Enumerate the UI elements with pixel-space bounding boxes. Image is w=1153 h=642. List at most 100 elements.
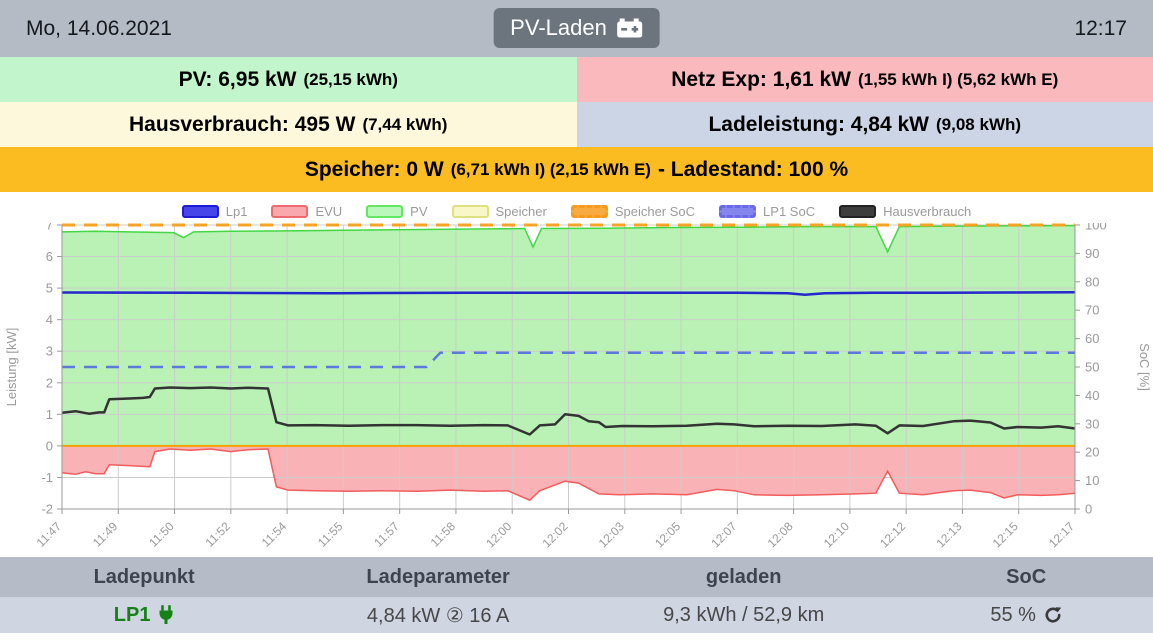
charge-energy: (9,08 kWh) [936,114,1022,134]
chargepoint-table: Ladepunkt Ladeparameter geladen SoC LP1 … [0,557,1153,633]
legend-swatch [570,204,608,218]
charged-cell: 9,3 kWh / 52,9 km [663,603,825,626]
legend-swatch [271,204,309,218]
legend-item-hausverbrauch[interactable]: Hausverbrauch [839,204,971,219]
series-line-lp1-soc [62,351,1075,369]
chart-legend: Lp1 EVU PV Speicher Speicher SoC LP1 SoC Hausv… [0,199,1153,223]
grid-status: Netz Exp: 1,61 kW (1,55 kWh I) (5,62 kWh… [576,57,1153,102]
chargepoint-cell: LP1 [0,597,288,633]
legend-item-lp1-soc[interactable]: LP1 SoC [719,204,815,219]
date-label: Mo, 14.06.2021 [26,16,172,40]
legend-label: Lp1 [225,203,248,219]
legend-label: PV [410,203,428,219]
ytick-left-label: 0 [46,438,53,453]
ytick-left-label: 2 [46,375,53,390]
top-bar: Mo, 14.06.2021 PV-Laden 12:17 [0,0,1153,57]
header-ladepunkt: Ladepunkt [93,565,195,588]
ytick-right-label: 100 [1085,223,1107,233]
ytick-left-label: 7 [46,223,53,233]
series-edge-pv [61,224,1076,254]
series-line-lp1 [61,290,1076,296]
xtick-label: 12:08 [765,519,796,550]
charge-mode-label: PV-Laden [510,15,607,40]
soc-value: 55 % [990,603,1036,626]
ytick-left-label: 1 [46,407,53,422]
xtick-label: 12:07 [708,519,739,550]
ytick-left-label: -2 [41,502,53,517]
ytick-right-label: 60 [1085,331,1099,346]
ytick-right-label: 40 [1085,388,1099,403]
legend-swatch [719,204,757,218]
legend-swatch [451,204,489,218]
xtick-label: 11:58 [428,519,459,550]
house-energy: (7,44 kWh) [362,114,448,134]
series-edge-evu [61,448,1076,502]
xtick-label: 12:17 [1046,519,1077,550]
ytick-right-label: 50 [1085,360,1099,375]
legend-label: EVU [315,203,343,219]
charge-status: Ladeleistung: 4,84 kW (9,08 kWh) [576,102,1153,147]
legend-item-speicher-soc[interactable]: Speicher SoC [570,203,696,219]
battery-status: Speicher: 0 W (6,71 kWh I) (2,15 kWh E) … [0,147,1153,192]
battery-power: Speicher: 0 W [304,157,444,181]
xtick-label: 12:00 [483,519,514,550]
chargeparams-cell: 4,84 kW ② 16 A [366,604,510,627]
ytick-left-label: -1 [41,470,53,485]
battery-energy: (6,71 kWh I) (2,15 kWh E) [450,159,651,179]
legend-swatch [181,204,219,218]
status-rows: PV: 6,95 kW (25,15 kWh) Netz Exp: 1,61 k… [0,57,1153,192]
pv-status: PV: 6,95 kW (25,15 kWh) [0,57,577,102]
legend-swatch [366,204,404,218]
pv-energy: (25,15 kWh) [303,69,398,89]
header-geladen: geladen [705,565,782,588]
legend-swatch [839,204,877,218]
legend-label: Speicher [495,203,547,219]
refresh-soc-icon[interactable] [1044,606,1062,624]
xtick-label: 11:47 [34,519,65,550]
xtick-label: 12:15 [990,519,1021,550]
ytick-left-label: 3 [46,344,53,359]
xtick-label: 12:05 [652,519,683,550]
ytick-right-label: 70 [1085,303,1099,318]
xtick-label: 11:55 [315,519,346,550]
legend-label: Speicher SoC [614,203,696,219]
table-header-row: Ladepunkt Ladeparameter geladen SoC [0,557,1153,597]
legend-item-evu[interactable]: EVU [271,204,342,219]
charge-power: Ladeleistung: 4,84 kW [708,112,930,136]
xtick-label: 12:02 [539,519,570,550]
car-battery-icon [617,18,643,38]
xtick-label: 11:57 [371,519,402,550]
table-row: LP1 4,84 kW ② 16 A 9,3 kWh / 52,9 km 55 … [0,597,1153,633]
legend-item-speicher[interactable]: Speicher [451,203,547,219]
xtick-label: 12:10 [821,519,852,550]
soc-cell: 55 % [899,597,1153,633]
legend-label: Hausverbrauch [883,203,972,219]
header-soc: SoC [1006,565,1047,588]
chart-section: Lp1 EVU PV Speicher Speicher SoC LP1 SoC Hausv… [0,192,1153,553]
y-axis-title-left: Leistung [kW] [4,328,19,407]
xtick-label: 11:54 [259,519,290,550]
ytick-left-label: 6 [46,249,53,264]
ytick-right-label: 10 [1085,473,1099,488]
ytick-right-label: 30 [1085,416,1099,431]
xtick-label: 12:12 [877,519,908,550]
legend-item-lp1[interactable]: Lp1 [181,203,248,219]
xtick-label: 11:52 [202,519,233,550]
clock-label: 12:17 [1074,16,1127,40]
legend-label: LP1 SoC [763,203,816,219]
ytick-left-label: 4 [46,312,53,327]
grid-energy: (1,55 kWh I) (5,62 kWh E) [857,69,1059,89]
xtick-label: 11:49 [90,519,121,550]
header-ladeparameter: Ladeparameter [366,565,510,588]
house-status: Hausverbrauch: 495 W (7,44 kWh) [0,102,577,147]
legend-item-pv[interactable]: PV [366,203,428,219]
house-power: Hausverbrauch: 495 W [129,112,356,136]
ytick-right-label: 0 [1085,502,1092,517]
pv-power: PV: 6,95 kW [178,67,297,91]
y-axis-title-right: SoC [%] [1137,343,1152,391]
charge-mode-button[interactable]: PV-Laden [493,8,660,48]
chargepoint-name: LP1 [113,603,151,626]
battery-soc: - Ladestand: 100 % [657,157,849,181]
ytick-left-label: 5 [46,281,53,296]
